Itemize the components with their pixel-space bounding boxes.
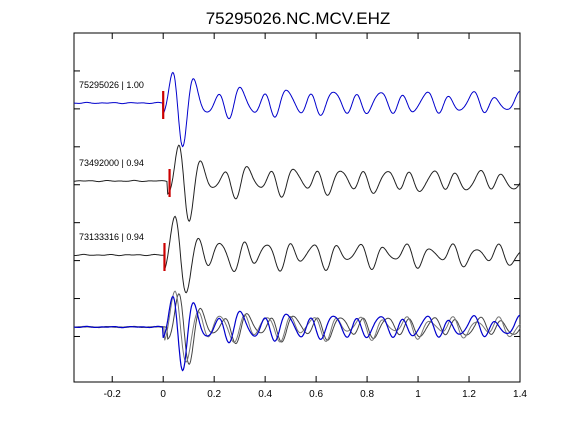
x-tick-label: 1: [415, 389, 421, 400]
stack-trace-line-primary: [73, 295, 521, 372]
x-tick-label: -0.2: [104, 389, 122, 400]
trace-label: 73492000 | 0.94: [79, 158, 144, 168]
y-ticks: [74, 70, 520, 337]
x-tick-label: 0.2: [207, 389, 221, 400]
x-tick-label: 0.8: [360, 389, 374, 400]
trace-label: 75295026 | 1.00: [79, 80, 144, 90]
x-tick-label: 0: [160, 389, 166, 400]
x-tick-label: 1.4: [513, 389, 527, 400]
trace-line: [73, 144, 521, 222]
trace-line: [73, 71, 521, 148]
x-tick-label: 1.2: [462, 389, 476, 400]
chart-title: 75295026.NC.MCV.EHZ: [206, 9, 391, 28]
x-ticks: -0.2 0 0.2 0.4 0.6 0.8 1 1.2 1.4: [104, 33, 527, 400]
x-tick-label: 0.4: [258, 389, 272, 400]
traces: 75295026 | 1.00 73492000 | 0.94 73133316 |…: [73, 71, 521, 372]
x-tick-label: 0.6: [309, 389, 323, 400]
trace-label: 73133316 | 0.94: [79, 232, 144, 242]
trace-line: [74, 215, 521, 294]
plot-frame: [73, 32, 521, 383]
